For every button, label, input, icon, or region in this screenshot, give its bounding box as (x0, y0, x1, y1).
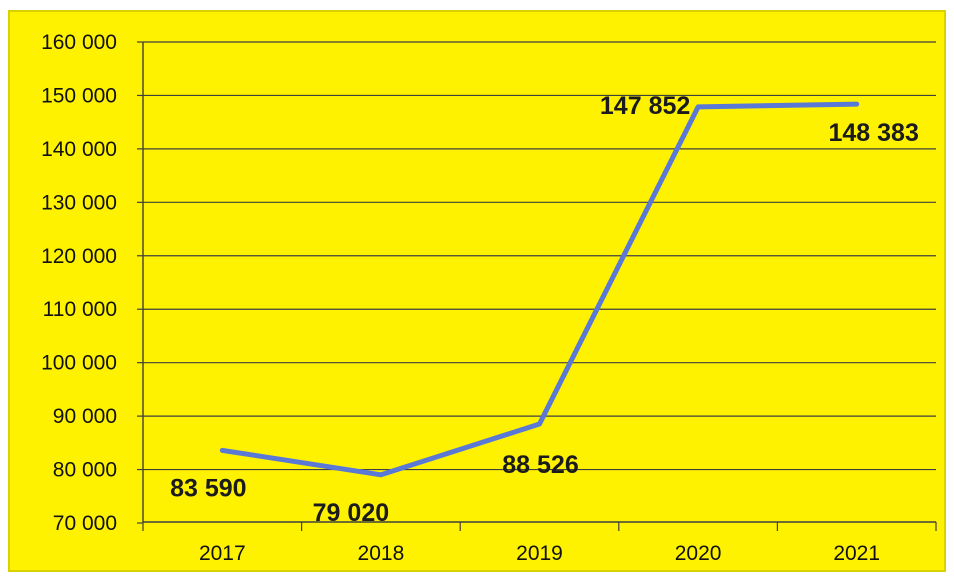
y-tick-label: 140 000 (41, 138, 117, 161)
x-tick-label: 2019 (516, 542, 563, 565)
y-tick-label: 80 000 (53, 459, 117, 482)
y-tick-label: 90 000 (53, 405, 117, 428)
data-labels: 83 590 79 020 88 526 147 852 148 383 (170, 92, 919, 527)
axes (142, 42, 936, 523)
data-label: 83 590 (170, 474, 246, 502)
y-tick-label: 150 000 (41, 84, 117, 107)
y-tick-label: 70 000 (53, 512, 117, 535)
x-tick-label: 2021 (833, 542, 880, 565)
data-label: 147 852 (600, 92, 690, 120)
series (219, 101, 860, 478)
y-tick-label: 130 000 (41, 191, 117, 214)
x-axis-ticks: 2017 2018 2019 2020 2021 (142, 522, 937, 565)
y-tick-label: 100 000 (41, 352, 117, 375)
data-label: 79 020 (313, 499, 389, 527)
y-tick-label: 120 000 (41, 245, 117, 268)
chart-frame (8, 10, 946, 572)
x-tick-label: 2017 (199, 542, 246, 565)
data-label: 88 526 (502, 451, 578, 479)
gridlines (143, 41, 936, 471)
y-axis-ticks: 70 000 80 000 90 000 100 000 110 000 120 000 1… (41, 31, 143, 535)
y-tick-label: 160 000 (41, 31, 117, 54)
y-tick-label: 110 000 (43, 298, 117, 321)
x-tick-label: 2020 (675, 542, 722, 565)
x-tick-label: 2018 (358, 542, 405, 565)
data-label: 148 383 (829, 119, 919, 147)
